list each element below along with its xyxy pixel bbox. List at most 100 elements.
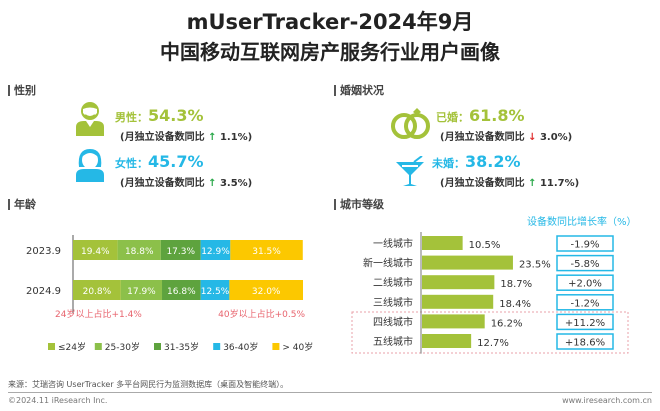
source-note: 来源：艾瑞咨询 UserTracker 多平台网民行为监测数据库（桌面及智能终端… xyxy=(8,380,289,389)
legend-swatch xyxy=(154,343,161,350)
bar-segment xyxy=(162,280,201,300)
male-label: 男性： xyxy=(115,111,148,124)
married-stat: 已婚：61.8% xyxy=(436,106,525,125)
age-stacked-bar-chart: 2023.9 19.4% 18.8% 17.3% 12.9% 31.5% 2024.9 20.… xyxy=(26,235,313,353)
legend-label: ≤24岁 xyxy=(58,341,86,353)
male-stat: 男性：54.3% xyxy=(115,106,204,125)
yoy-prefix: (月独立设备数同比 xyxy=(120,132,205,143)
category-label: 一线城市 xyxy=(373,237,413,250)
growth-box xyxy=(556,235,614,252)
data-label: 19.4% xyxy=(81,247,110,257)
growth-value: -1.2% xyxy=(570,298,599,309)
footer-divider xyxy=(8,392,652,393)
category-label: 三线城市 xyxy=(373,296,413,309)
legend-label: > 40岁 xyxy=(282,341,313,353)
legend-label: 31-35岁 xyxy=(164,341,199,353)
data-label: 16.2% xyxy=(491,318,523,329)
bar-segment xyxy=(73,240,118,260)
growth-value: -5.8% xyxy=(570,259,599,270)
female-label: 女性： xyxy=(115,157,148,170)
growth-box xyxy=(556,274,614,291)
data-label: 12.9% xyxy=(201,247,230,257)
growth-value: -1.9% xyxy=(570,240,599,251)
legend-swatch xyxy=(94,343,102,350)
yoy-value: 11.7%) xyxy=(539,178,580,189)
category-label: 新一线城市 xyxy=(363,257,413,270)
copyright: ©2024.11 iResearch Inc. xyxy=(8,396,108,405)
section-gender-title: 性别 xyxy=(8,85,36,96)
married-value: 61.8% xyxy=(469,106,525,125)
down-arrow-icon: ↓ xyxy=(528,132,537,143)
growth-value: +18.6% xyxy=(565,338,605,349)
page-subtitle: 中国移动互联网房产服务行业用户画像 xyxy=(160,40,500,64)
bar-segment xyxy=(230,240,303,260)
data-label: 17.3% xyxy=(166,247,195,257)
bar-segment xyxy=(229,280,303,300)
bar xyxy=(422,294,494,309)
bar xyxy=(422,314,485,329)
single-yoy: (月独立设备数同比 ↑ 11.7%) xyxy=(440,174,579,189)
bar-segment xyxy=(200,240,231,260)
growth-value: +11.2% xyxy=(565,318,605,329)
category-label: 五线城市 xyxy=(373,335,413,348)
yoy-value: 3.5%) xyxy=(219,178,253,189)
annotation: 24岁以上占比+1.4% xyxy=(55,308,142,320)
yoy-value: 1.1%) xyxy=(219,132,253,143)
yoy-prefix: (月独立设备数同比 xyxy=(440,178,525,189)
up-arrow-icon: ↑ xyxy=(528,178,537,189)
male-yoy: (月独立设备数同比 ↑ 1.1%) xyxy=(120,128,252,143)
up-arrow-icon: ↑ xyxy=(208,178,217,189)
yoy-prefix: (月独立设备数同比 xyxy=(120,178,205,189)
bar xyxy=(422,275,495,290)
growth-value: +2.0% xyxy=(568,279,602,290)
female-value: 45.7% xyxy=(148,152,204,171)
growth-header: 设备数同比增长率（%） xyxy=(527,217,637,228)
category-label: 2023.9 xyxy=(26,246,61,257)
yoy-value: 3.0%) xyxy=(539,132,573,143)
male-user-icon xyxy=(76,102,104,136)
bar-segment xyxy=(120,280,163,300)
category-label: 2024.9 xyxy=(26,286,61,297)
section-marriage-title: 婚姻状况 xyxy=(334,85,384,96)
single-label: 未婚： xyxy=(432,157,465,170)
data-label: 18.7% xyxy=(500,279,532,290)
website-link[interactable]: www.iresearch.com.cn xyxy=(562,396,652,405)
highlight-box xyxy=(351,311,629,354)
yoy-prefix: (月独立设备数同比 xyxy=(440,132,525,143)
up-arrow-icon: ↑ xyxy=(208,132,217,143)
growth-box xyxy=(556,294,614,311)
section-age-title: 年龄 xyxy=(8,199,36,210)
legend-label: 25-30岁 xyxy=(105,341,140,353)
data-label: 20.8% xyxy=(83,287,112,297)
bar xyxy=(422,334,472,348)
legend-swatch xyxy=(48,343,55,350)
data-label: 18.8% xyxy=(125,247,154,257)
female-yoy: (月独立设备数同比 ↑ 3.5%) xyxy=(120,174,252,189)
data-label: 18.4% xyxy=(499,299,531,310)
bar-segment xyxy=(73,280,121,300)
data-label: 12.5% xyxy=(201,287,230,297)
growth-box xyxy=(556,313,614,331)
page-title: mUserTracker-2024年9月 xyxy=(186,10,474,34)
city-tier-bar-chart: 一线城市 10.5% -1.9% 新一线城市 23.5% -5.8% 二线城市 18.7% +2… xyxy=(351,232,629,354)
bar xyxy=(422,255,513,270)
legend-swatch xyxy=(213,343,221,350)
married-yoy: (月独立设备数同比 ↓ 3.0%) xyxy=(440,128,572,143)
male-value: 54.3% xyxy=(148,106,204,125)
bar-segment xyxy=(117,240,161,260)
data-label: 12.7% xyxy=(477,338,509,349)
section-city-title: 城市等级 xyxy=(334,199,384,210)
cocktail-glass-icon xyxy=(396,156,424,186)
growth-box xyxy=(556,333,614,350)
wedding-rings-icon xyxy=(391,108,430,139)
legend-swatch xyxy=(272,343,280,350)
legend-label: 36-40岁 xyxy=(223,341,258,353)
female-user-icon xyxy=(76,149,104,182)
data-label: 23.5% xyxy=(519,260,551,271)
annotation: 40岁以上占比+0.5% xyxy=(218,308,305,320)
category-label: 四线城市 xyxy=(373,315,413,328)
female-stat: 女性：45.7% xyxy=(115,152,204,171)
data-label: 10.5% xyxy=(469,240,501,251)
data-label: 31.5% xyxy=(252,247,281,257)
data-label: 16.8% xyxy=(167,287,196,297)
